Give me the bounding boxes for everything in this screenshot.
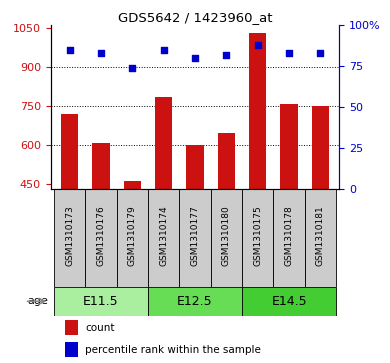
Text: GSM1310179: GSM1310179	[128, 205, 137, 266]
Text: GSM1310177: GSM1310177	[190, 205, 200, 266]
Bar	[148, 189, 179, 287]
Text: age: age	[27, 296, 48, 306]
Bar	[124, 181, 141, 189]
Text: GSM1310176: GSM1310176	[96, 205, 105, 266]
Text: GSM1310181: GSM1310181	[316, 205, 325, 266]
Bar	[186, 145, 204, 189]
Text: E14.5: E14.5	[271, 295, 307, 308]
Bar	[54, 189, 85, 287]
Point	[98, 50, 104, 56]
Text: GSM1310174: GSM1310174	[159, 205, 168, 266]
Text: GSM1310178: GSM1310178	[285, 205, 294, 266]
Text: percentile rank within the sample: percentile rank within the sample	[85, 345, 261, 355]
Point	[161, 47, 167, 53]
Bar	[242, 189, 273, 287]
Point	[255, 42, 261, 48]
Bar	[148, 287, 242, 316]
Bar	[92, 143, 110, 189]
Bar	[242, 287, 336, 316]
Bar	[273, 189, 305, 287]
Bar	[211, 189, 242, 287]
Point	[66, 47, 73, 53]
Bar	[61, 114, 78, 189]
Bar	[117, 189, 148, 287]
Bar	[305, 189, 336, 287]
Bar	[280, 105, 298, 189]
Point	[129, 65, 135, 71]
Bar	[155, 97, 172, 189]
Point	[192, 55, 198, 61]
Bar	[249, 33, 266, 189]
Bar	[65, 342, 78, 357]
Text: GSM1310173: GSM1310173	[65, 205, 74, 266]
Bar	[65, 320, 78, 335]
Text: GSM1310180: GSM1310180	[222, 205, 231, 266]
Text: E11.5: E11.5	[83, 295, 119, 308]
Bar	[179, 189, 211, 287]
Point	[286, 50, 292, 56]
Bar	[85, 189, 117, 287]
Text: E12.5: E12.5	[177, 295, 213, 308]
Title: GDS5642 / 1423960_at: GDS5642 / 1423960_at	[118, 11, 272, 24]
Point	[317, 50, 324, 56]
Point	[223, 52, 229, 58]
Text: count: count	[85, 323, 115, 333]
Bar	[218, 133, 235, 189]
Text: GSM1310175: GSM1310175	[253, 205, 262, 266]
Bar	[312, 106, 329, 189]
Bar	[54, 287, 148, 316]
